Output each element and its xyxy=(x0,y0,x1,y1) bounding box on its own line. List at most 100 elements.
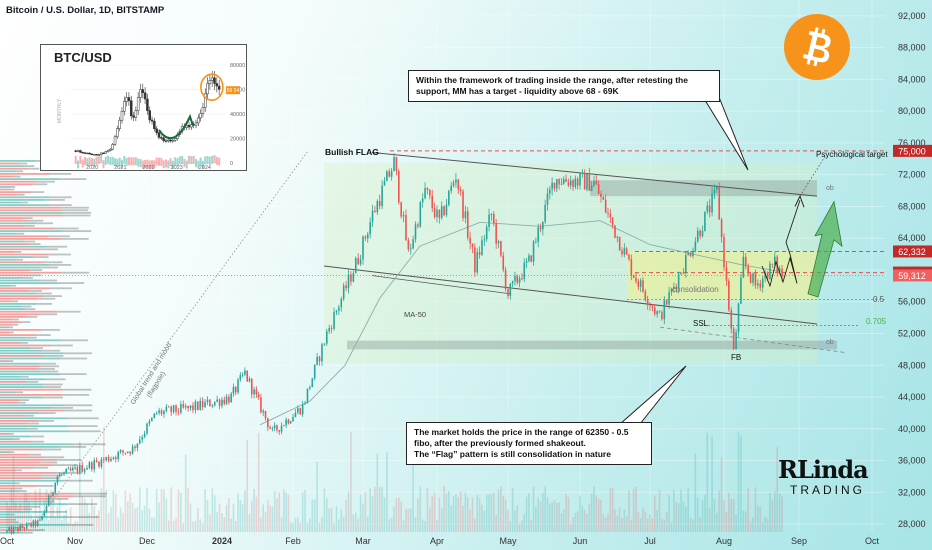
volume-bar xyxy=(248,513,251,532)
candle-body xyxy=(429,189,431,196)
volume-profile-bar xyxy=(63,409,93,412)
volume-bar xyxy=(535,506,537,532)
volume-bar xyxy=(79,441,81,532)
candle-body xyxy=(267,418,269,428)
candle-body xyxy=(165,406,168,411)
candle-body xyxy=(74,467,76,469)
candle-body xyxy=(364,236,367,239)
volume-profile-bar xyxy=(0,435,31,438)
volume-bar xyxy=(651,518,654,532)
candle-body xyxy=(43,511,46,516)
volume-bar xyxy=(445,493,448,532)
volume-profile-bar xyxy=(0,313,40,316)
inset-volume-bar xyxy=(109,157,112,166)
volume-bar xyxy=(616,515,619,532)
candle-body xyxy=(438,209,441,218)
candle-body xyxy=(239,375,242,380)
candle-body xyxy=(141,437,143,440)
volume-profile-bar xyxy=(50,407,74,409)
inset-volume-bar xyxy=(83,156,86,165)
candle-body xyxy=(572,180,574,187)
volume-profile-bar xyxy=(16,193,25,196)
projection-path xyxy=(761,199,801,288)
inset-volume-bar xyxy=(74,155,77,164)
volume-bar xyxy=(752,517,754,532)
volume-bar xyxy=(500,486,502,532)
label-ma-50: MA-50 xyxy=(404,310,426,319)
volume-bar xyxy=(737,432,740,532)
volume-bar xyxy=(398,497,400,532)
candle-body xyxy=(10,527,13,534)
volume-profile-bar xyxy=(67,425,98,427)
inset-candle-body xyxy=(164,140,168,142)
volume-bar xyxy=(292,522,294,532)
volume-profile-bar xyxy=(0,212,63,214)
candle-body xyxy=(549,189,551,194)
candle-body xyxy=(400,202,402,217)
y-tick-label: 80,000 xyxy=(898,106,926,116)
volume-profile-bar xyxy=(0,391,16,394)
volume-bar xyxy=(127,501,129,532)
candle-body xyxy=(530,255,533,262)
volume-bar xyxy=(136,507,139,532)
volume-bar xyxy=(658,490,661,532)
volume-profile-bar xyxy=(60,209,89,212)
volume-profile-bar xyxy=(27,505,41,508)
volume-profile-bar xyxy=(29,219,44,222)
volume-bar xyxy=(488,494,490,532)
inset-volume-bar xyxy=(86,158,89,167)
candle-body xyxy=(696,230,699,242)
candle-body xyxy=(41,515,43,520)
candle-body xyxy=(204,401,206,408)
volume-profile-bar xyxy=(0,394,62,396)
candle-body xyxy=(285,419,287,426)
candle-body xyxy=(201,400,204,408)
volume-profile-bar xyxy=(28,290,42,292)
candle-body xyxy=(311,378,314,388)
inset-candle-body xyxy=(113,136,117,145)
volume-bar xyxy=(134,508,136,532)
volume-profile-bar xyxy=(0,253,49,256)
volume-bar xyxy=(381,486,383,532)
volume-profile-bar xyxy=(67,417,99,420)
volume-bar xyxy=(177,489,180,532)
candle-body xyxy=(476,252,479,273)
volume-bar xyxy=(129,493,131,532)
candle-body xyxy=(452,182,455,186)
inset-candle-body xyxy=(153,120,156,130)
volume-profile-bar xyxy=(49,287,72,290)
candle-body xyxy=(325,331,328,344)
volume-bar xyxy=(280,516,283,532)
candle-body xyxy=(143,433,146,438)
volume-profile-bar xyxy=(15,170,23,173)
volume-bar xyxy=(414,516,417,532)
volume-profile-bar xyxy=(0,284,11,287)
volume-bar xyxy=(409,508,412,532)
volume-profile-bar xyxy=(20,321,31,323)
volume-profile-bar xyxy=(37,180,56,183)
volume-bar xyxy=(771,499,774,532)
candle-body xyxy=(665,300,668,305)
inset-candle-body xyxy=(206,83,209,95)
candle-body xyxy=(262,410,265,413)
volume-profile-bar xyxy=(0,258,16,261)
inset-volume-bar xyxy=(151,160,154,169)
volume-profile-bar xyxy=(38,412,56,414)
volume-profile-bar xyxy=(0,459,56,461)
candle-body xyxy=(362,236,364,260)
volume-profile-bar xyxy=(0,422,27,425)
volume-bar xyxy=(325,498,328,532)
volume-bar xyxy=(407,509,410,532)
candle-body xyxy=(687,252,689,256)
price-tag-62332-bg xyxy=(893,245,932,258)
volume-profile-bar xyxy=(0,375,20,378)
volume-bar xyxy=(65,509,68,532)
volume-bar xyxy=(440,507,443,532)
inset-volume-bar xyxy=(157,157,160,166)
volume-bar xyxy=(58,498,61,532)
volume-bar xyxy=(583,509,586,532)
inset-volume-bar xyxy=(81,159,84,168)
volume-profile-bar xyxy=(36,222,53,225)
inset-volume-bar xyxy=(95,156,98,165)
